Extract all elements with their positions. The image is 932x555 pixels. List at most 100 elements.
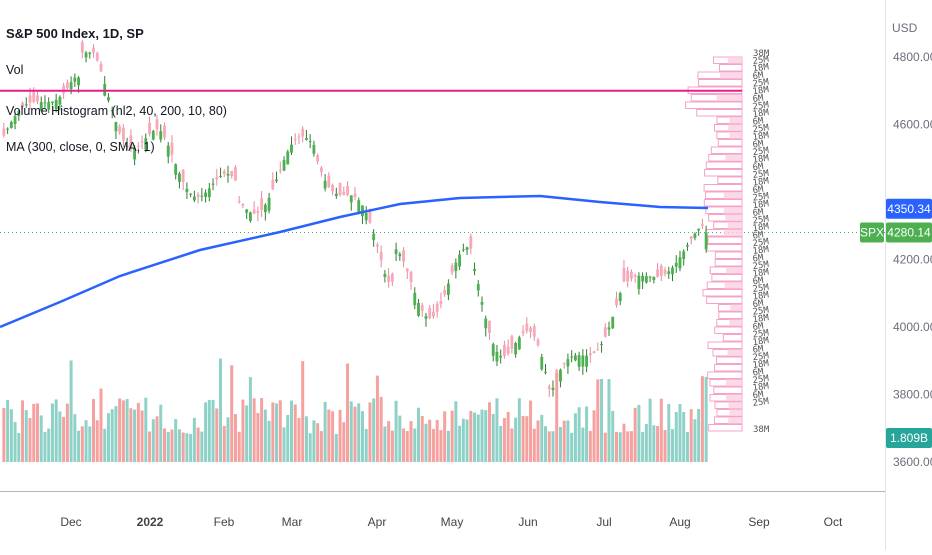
volume-profile-bar: [708, 424, 743, 432]
volume-bar: [21, 400, 25, 462]
candle-body: [383, 274, 387, 277]
chart-title[interactable]: S&P 500 Index, 1D, SP: [6, 26, 144, 41]
candle-body: [92, 47, 95, 53]
candle-body: [338, 183, 342, 195]
volume-profile-bar: [716, 356, 743, 364]
volume-histogram-legend[interactable]: Volume Histogram (hl2, 40, 200, 10, 80): [6, 104, 227, 118]
candle-body: [656, 269, 659, 277]
candle-body: [200, 195, 204, 197]
volume-bar: [405, 431, 409, 462]
candle-body: [226, 173, 230, 176]
candle-body: [424, 316, 428, 319]
volume-profile-label: 38M: [753, 49, 770, 59]
candle-body: [387, 275, 391, 282]
volume-bar: [248, 377, 252, 462]
candle-body: [349, 195, 353, 203]
candle-body: [682, 251, 686, 259]
volume-badge: 1.809B: [890, 431, 928, 445]
volume-profile-bar: [705, 244, 743, 252]
volume-profile-bar: [713, 386, 743, 394]
candle-body: [678, 257, 682, 269]
candle-body: [73, 77, 77, 82]
volume-profile-bar: [717, 139, 743, 147]
volume-bar: [278, 400, 282, 462]
candle-body: [62, 85, 66, 94]
volume-profile-bar: [718, 311, 743, 319]
volume-profile-label: 6M: [752, 390, 765, 401]
candle-body: [630, 271, 633, 279]
candle-body: [271, 179, 275, 190]
candle-body: [394, 249, 398, 255]
candle-body: [230, 170, 234, 177]
volume-bar: [148, 431, 152, 462]
volume-profile-label: 38M: [753, 425, 770, 435]
volume-bar: [357, 403, 361, 462]
volume-profile-fill: [726, 394, 742, 401]
volume-bar: [417, 407, 420, 462]
volume-bar: [233, 414, 237, 462]
candle-body: [252, 209, 256, 214]
volume-bar: [558, 427, 562, 462]
volume-profile-fill: [727, 57, 742, 64]
volume-bar: [588, 430, 592, 462]
candle-body: [473, 268, 476, 272]
volume-profile-label: 6M: [752, 344, 765, 355]
candle-body: [499, 355, 503, 358]
candle-body: [364, 212, 368, 221]
moving-average-legend[interactable]: MA (300, close, 0, SMA, 1): [6, 140, 155, 154]
moving-average-line: [0, 194, 709, 329]
candle-body: [439, 300, 443, 305]
volume-bar: [327, 409, 331, 462]
volume-bar: [682, 411, 686, 462]
volume-legend[interactable]: Vol: [6, 63, 24, 77]
candle-body: [151, 130, 155, 140]
time-tick-label: Sep: [748, 515, 770, 529]
volume-bar: [88, 426, 92, 462]
volume-bar: [13, 422, 17, 462]
volume-bar: [469, 410, 473, 462]
time-tick-label: Aug: [669, 515, 690, 529]
candle-body: [58, 97, 62, 105]
volume-bar: [626, 431, 630, 462]
volume-profile-fill: [719, 72, 742, 79]
volume-bar: [398, 415, 402, 462]
candle-body: [536, 339, 540, 346]
volume-profile-label: 25M: [752, 214, 770, 226]
candle-body: [237, 201, 241, 203]
candle-body: [566, 359, 570, 367]
volume-bar: [50, 403, 54, 462]
last-price-badge: 4280.14: [887, 225, 931, 239]
candle-body: [514, 343, 518, 355]
candle-body: [189, 193, 193, 195]
volume-bar: [536, 420, 540, 462]
volume-bar: [484, 410, 488, 462]
volume-profile-fill: [723, 229, 742, 236]
candle-body: [331, 185, 335, 192]
volume-bar: [125, 399, 129, 462]
volume-bar: [245, 405, 249, 462]
price-tick-label: 3600.00: [893, 455, 932, 469]
volume-profile-label: 18M: [752, 154, 770, 166]
volume-profile-bar: [696, 109, 743, 117]
volume-bar: [431, 429, 435, 462]
volume-bar: [689, 409, 693, 462]
candle-body: [506, 346, 510, 354]
candle-body: [458, 254, 462, 267]
candle-body: [671, 267, 674, 275]
candle-body: [241, 204, 245, 206]
volume-profile-bar: [685, 101, 743, 109]
candle-body: [368, 210, 372, 223]
volume-bar: [170, 429, 174, 462]
volume-bar: [674, 412, 678, 462]
candle-body: [54, 99, 58, 110]
candle-body: [278, 169, 282, 171]
volume-profile-label: 25M: [752, 374, 770, 386]
candle-body: [390, 273, 394, 282]
volume-bar: [92, 398, 96, 462]
candle-body: [532, 326, 536, 337]
volume-bar: [207, 399, 211, 462]
volume-profile-fill: [716, 94, 742, 101]
candle-body: [398, 254, 402, 257]
